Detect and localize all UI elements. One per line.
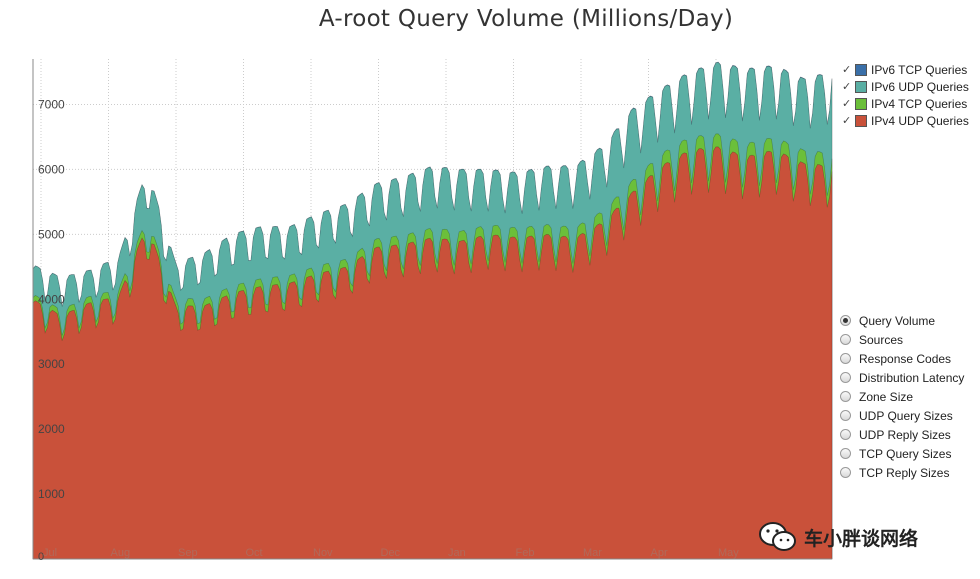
radio-icon[interactable] — [840, 448, 851, 459]
check-icon: ✓ — [842, 98, 852, 110]
x-tick-label: Feb — [516, 547, 535, 559]
legend-swatch — [855, 97, 867, 110]
legend-swatch — [855, 114, 867, 127]
radio-udp-query-sizes[interactable]: UDP Query Sizes — [840, 406, 964, 425]
x-tick-label: May — [718, 547, 739, 559]
check-icon: ✓ — [842, 81, 852, 93]
x-tick-label: Jul — [43, 547, 57, 559]
radio-sources[interactable]: Sources — [840, 330, 964, 349]
x-tick-label: Apr — [651, 547, 668, 559]
y-tick-label: 2000 — [38, 422, 65, 436]
legend: ✓ IPv6 TCP Queries ✓ IPv6 UDP Queries ✓ … — [842, 61, 969, 129]
radio-label: Query Volume — [859, 313, 936, 328]
radio-icon[interactable] — [840, 410, 851, 421]
watermark-text: 车小胖谈网络 — [804, 527, 919, 550]
wechat-icon — [759, 522, 796, 551]
radio-label: Distribution Latency — [859, 370, 965, 385]
legend-label: IPv4 TCP Queries — [871, 96, 968, 111]
legend-label: IPv6 TCP Queries — [871, 62, 968, 77]
x-tick-label: Nov — [313, 547, 333, 559]
radio-icon[interactable] — [840, 429, 851, 440]
radio-label: TCP Reply Sizes — [859, 465, 950, 480]
y-tick-label: 1000 — [38, 487, 65, 501]
legend-label: IPv4 UDP Queries — [871, 113, 969, 128]
chart-title: A-root Query Volume (Millions/Day) — [318, 6, 734, 32]
radio-query-volume[interactable]: Query Volume — [840, 311, 964, 330]
legend-label: IPv6 UDP Queries — [871, 79, 969, 94]
radio-tcp-reply-sizes[interactable]: TCP Reply Sizes — [840, 463, 964, 482]
radio-label: Zone Size — [859, 389, 914, 404]
radio-icon[interactable] — [840, 334, 851, 345]
legend-item-ipv4-tcp[interactable]: ✓ IPv4 TCP Queries — [842, 95, 969, 112]
y-tick-label: 6000 — [38, 162, 65, 176]
radio-label: Sources — [859, 332, 904, 347]
area-ipv4-udp-queries — [32, 146, 833, 560]
x-tick-label: Aug — [111, 547, 131, 559]
radio-selected-icon[interactable] — [840, 315, 851, 326]
legend-swatch — [855, 80, 867, 93]
area-layer — [32, 61, 833, 560]
y-tick-label: 5000 — [38, 227, 65, 241]
radio-label: UDP Query Sizes — [859, 408, 953, 423]
radio-distribution-latency[interactable]: Distribution Latency — [840, 368, 964, 387]
y-tick-label: 4000 — [38, 292, 65, 306]
x-tick-label: Oct — [246, 547, 263, 559]
legend-item-ipv4-udp[interactable]: ✓ IPv4 UDP Queries — [842, 112, 969, 129]
radio-response-codes[interactable]: Response Codes — [840, 349, 964, 368]
y-tick-label: 0 — [38, 551, 44, 563]
radio-icon[interactable] — [840, 391, 851, 402]
legend-swatch — [855, 63, 867, 76]
radio-icon[interactable] — [840, 372, 851, 383]
y-tick-label: 3000 — [38, 357, 65, 371]
radio-icon[interactable] — [840, 353, 851, 364]
radio-label: UDP Reply Sizes — [859, 427, 951, 442]
legend-item-ipv6-tcp[interactable]: ✓ IPv6 TCP Queries — [842, 61, 969, 78]
radio-icon[interactable] — [840, 467, 851, 478]
radio-label: Response Codes — [859, 351, 952, 366]
y-tick-label: 7000 — [38, 97, 65, 111]
check-icon: ✓ — [842, 115, 852, 127]
x-tick-label: Jan — [448, 547, 466, 559]
radio-label: TCP Query Sizes — [859, 446, 952, 461]
radio-udp-reply-sizes[interactable]: UDP Reply Sizes — [840, 425, 964, 444]
x-tick-label: Mar — [583, 547, 602, 559]
view-selector: Query Volume Sources Response Codes Dist… — [840, 311, 964, 482]
radio-zone-size[interactable]: Zone Size — [840, 387, 964, 406]
watermark: 车小胖谈网络 — [758, 520, 918, 554]
x-tick-label: Sep — [178, 547, 198, 559]
legend-item-ipv6-udp[interactable]: ✓ IPv6 UDP Queries — [842, 78, 969, 95]
check-icon: ✓ — [842, 64, 852, 76]
radio-tcp-query-sizes[interactable]: TCP Query Sizes — [840, 444, 964, 463]
x-tick-label: Dec — [381, 547, 401, 559]
